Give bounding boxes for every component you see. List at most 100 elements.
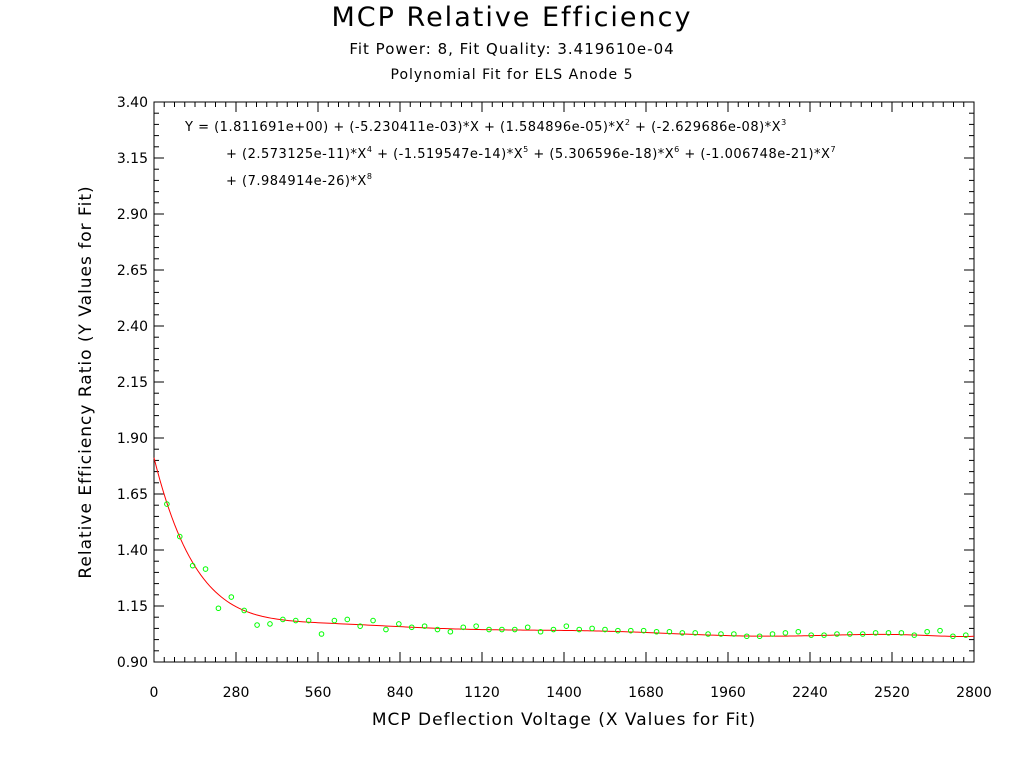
data-points [164,501,969,640]
fit-equation-line-1: Y = (1.811691e+00) + (-5.230411e-03)*X +… [185,118,787,135]
data-point [460,624,467,631]
x-tick-label: 0 [150,685,159,701]
y-tick-label: 2.15 [117,375,148,391]
eq-exponent: 4 [366,145,373,154]
fit-equation-line-3: + (7.984914e-26)*X8 [226,172,372,189]
data-point [769,631,776,637]
data-point [602,626,608,633]
data-point [563,623,570,629]
eq-exponent: 7 [830,145,837,154]
data-point [215,605,222,612]
data-point [292,617,299,624]
data-point [280,616,286,623]
data-point [550,626,557,633]
data-point [898,630,905,636]
data-point [396,621,402,627]
data-point [692,630,699,636]
data-point [640,627,647,634]
eq-exponent: 2 [624,118,631,127]
data-point [885,630,892,636]
data-point [447,628,454,635]
data-point [576,626,583,633]
data-point [679,630,686,636]
data-point [911,632,918,638]
data-point [808,632,814,638]
eq-exponent: 6 [674,145,680,154]
data-point [512,626,518,633]
x-tick-label: 1120 [464,685,500,701]
data-point [421,623,428,629]
data-point [176,533,183,540]
fit-equation-line-2: + (2.573125e-11)*X4 + (-1.519547e-14)*X5… [226,145,836,162]
data-point [499,626,505,633]
x-tick-label: 2520 [874,685,910,701]
y-tick-label: 0.90 [117,655,148,671]
data-point [383,626,389,633]
data-point [847,631,853,637]
data-point [357,623,363,629]
eq-term: + (5.306596e-18)*X [528,147,675,162]
chart-subtitle: Fit Power: 8, Fit Quality: 3.419610e-04 [349,40,675,58]
data-point [924,628,930,635]
data-point [486,626,492,633]
chart-title: MCP Relative Efficiency [331,2,693,33]
data-point [615,627,621,634]
data-point [731,631,737,637]
y-tick-label: 2.40 [117,319,148,335]
eq-term: + (-1.519547e-14)*X [372,147,524,162]
data-point [202,566,209,572]
data-point [795,628,802,635]
data-point [305,617,312,624]
data-point [408,624,415,631]
y-tick-label: 3.15 [117,151,148,167]
data-point [653,628,660,635]
data-point [963,632,969,638]
eq-term: Y = (1.811691e+00) + (-5.230411e-03)*X +… [185,120,625,135]
chart-subtitle-anode: Polynomial Fit for ELS Anode 5 [390,67,634,83]
eq-term: + (-1.006748e-21)*X [679,147,831,162]
data-point [473,623,479,629]
data-point [666,628,673,635]
data-point [743,633,750,640]
data-point [872,630,879,636]
eq-exponent: 5 [523,145,529,154]
eq-term: + (7.984914e-26)*X [226,174,367,189]
eq-exponent: 3 [781,118,787,127]
x-tick-label: 2240 [792,685,828,701]
data-point [537,628,544,635]
data-point [524,624,531,631]
x-tick-label: 1960 [710,685,746,701]
data-point [241,607,247,614]
data-point [164,501,170,507]
axis-ticks [153,101,975,663]
data-point [370,617,376,624]
y-tick-label: 1.90 [117,431,148,447]
x-tick-label: 2800 [956,685,992,701]
data-point [705,631,711,637]
x-tick-label: 1680 [628,685,664,701]
eq-term: + (2.573125e-11)*X [226,147,367,162]
tick-labels: 0 280 560 840 1120 1400 1680 1960 2240 2520 2800 0.… [117,95,992,701]
x-axis-label: MCP Deflection Voltage (X Values for Fit… [371,710,757,730]
data-point [589,625,595,632]
data-point [331,617,338,624]
data-point [718,631,724,637]
data-point [627,627,634,634]
x-tick-label: 840 [387,685,414,701]
data-point [950,633,956,640]
data-point [937,627,943,634]
data-point [782,630,789,636]
data-point [228,594,235,600]
data-point [756,633,763,640]
data-point [344,616,351,623]
data-point [834,631,840,637]
y-tick-label: 1.15 [117,599,148,615]
data-point [434,626,441,633]
data-point [318,631,325,637]
x-tick-label: 1400 [546,685,582,701]
data-point [267,621,273,627]
y-tick-label: 2.90 [117,207,148,223]
x-tick-label: 560 [305,685,332,701]
y-axis-label: Relative Efficiency Ratio (Y Values for … [76,185,96,579]
